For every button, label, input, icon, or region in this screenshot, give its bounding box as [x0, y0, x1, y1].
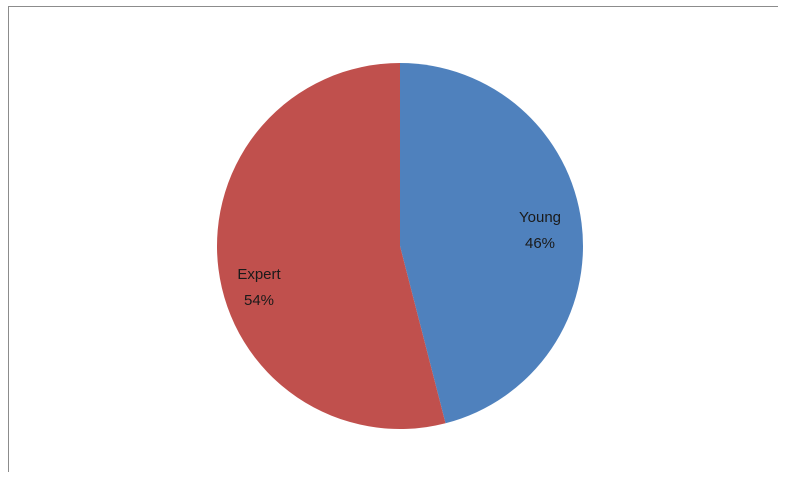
pie-slice-young: [400, 63, 584, 424]
slice-label-expert-name: Expert: [237, 266, 281, 283]
pie-labels: Young 46% Expert 54%: [237, 209, 561, 309]
pie-slices: [217, 63, 584, 429]
pie-slice-expert: [217, 63, 446, 429]
slice-label-young-name: Young: [519, 209, 561, 226]
slice-label-young-percent: 46%: [525, 235, 555, 252]
slice-label-expert-percent: 54%: [244, 292, 274, 309]
